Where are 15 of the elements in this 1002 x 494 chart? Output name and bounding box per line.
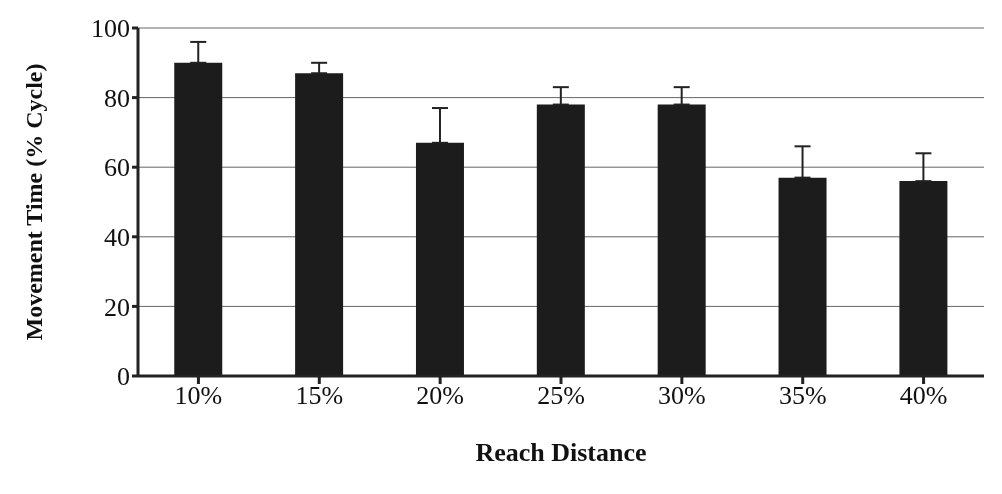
y-tick-label: 40 [104,223,130,253]
x-axis-title: Reach Distance [475,438,647,467]
x-tick-label: 10% [174,381,223,411]
y-tick-label: 0 [117,362,130,392]
y-tick-label: 80 [104,83,130,113]
x-tick-label: 20% [416,381,464,411]
x-tick-label: 15% [295,381,344,411]
x-tick-label: 30% [658,381,706,411]
y-axis-title: Movement Time (% Cycle) [20,63,47,341]
y-tick-label: 100 [91,14,130,44]
x-tick-label: 25% [537,381,585,411]
x-tick-label: 35% [778,381,827,411]
x-tick-label: 40% [899,381,948,411]
y-tick-label: 60 [104,153,130,183]
y-tick-label: 20 [104,292,130,322]
